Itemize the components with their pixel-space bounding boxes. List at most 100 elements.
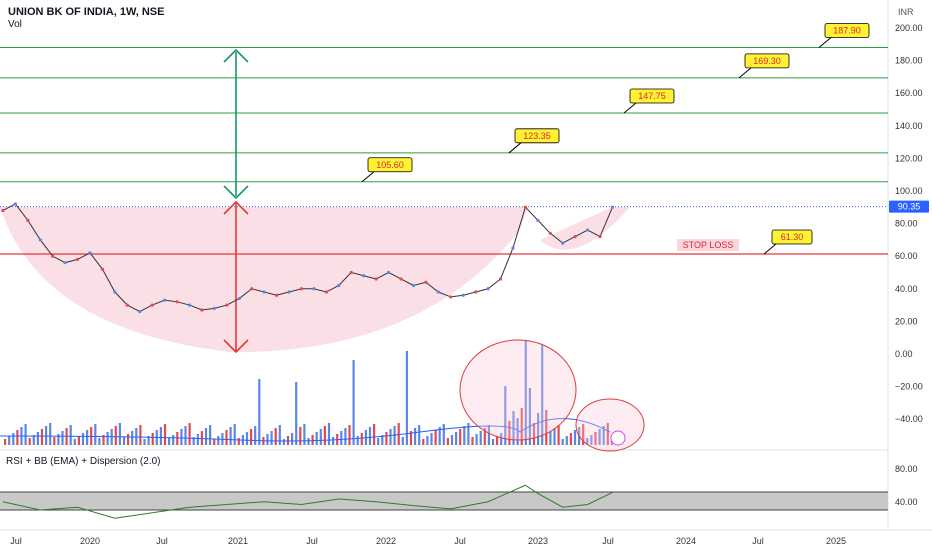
x-axis-tick-label: Jul (602, 536, 614, 546)
volume-bar (368, 427, 372, 445)
volume-bar (24, 424, 27, 445)
volume-bar (258, 379, 261, 445)
volume-bar (36, 432, 39, 445)
volume-bar (315, 432, 318, 445)
volume-bar (426, 436, 429, 445)
volume-bar (127, 434, 130, 445)
volume-ma-line (0, 418, 611, 442)
y-axis-tick-label: 40.00 (895, 284, 918, 294)
price-point (461, 293, 465, 297)
volume-bar (77, 436, 80, 445)
price-point (561, 241, 565, 245)
price-point (399, 277, 403, 281)
rsi-indicator-title[interactable]: RSI + BB (EMA) + Dispersion (2.0) (6, 456, 161, 467)
measure-arrowheads-green (223, 48, 249, 200)
current-price-badge (889, 200, 929, 213)
price-point (150, 303, 154, 307)
x-axis-tick-label: 2020 (80, 536, 100, 546)
price-point (26, 218, 30, 222)
price-point (1, 208, 5, 213)
price-point (299, 287, 304, 291)
volume-bar (381, 435, 384, 445)
volume-bar (102, 435, 105, 445)
volume-bar (217, 436, 220, 445)
volume-bar (471, 437, 474, 445)
volume-bar (344, 428, 347, 445)
volume-bar (524, 340, 527, 445)
volume-bar (168, 438, 171, 445)
volume-bar (549, 431, 552, 445)
volume-bar (537, 413, 540, 445)
volume-bar (57, 434, 60, 445)
volume-bar (504, 386, 507, 445)
volume-bar (28, 438, 31, 445)
volume-bar (233, 424, 236, 445)
price-point (324, 290, 328, 294)
volume-bar (323, 426, 326, 445)
volume-bar (106, 432, 109, 445)
price-point (312, 287, 316, 291)
handle-pattern-fill (540, 207, 630, 250)
volume-bar (545, 410, 548, 445)
price-point (187, 303, 192, 307)
flash-icon (610, 430, 626, 446)
price-point (225, 303, 229, 307)
price-point (536, 218, 540, 222)
volume-bar (573, 430, 577, 445)
volume-bar (467, 423, 470, 445)
volume-bar (541, 345, 544, 445)
price-line (2, 203, 613, 313)
price-point (573, 234, 577, 239)
target-callout-box (514, 128, 560, 144)
y-axis-tick-label: 60.00 (895, 251, 918, 261)
price-point (38, 238, 42, 242)
volume-bar (356, 436, 359, 445)
price-point (13, 202, 17, 206)
x-axis-tick-label: Jul (156, 536, 168, 546)
volume-bar (401, 437, 404, 445)
x-axis-tick-label: 2024 (676, 536, 696, 546)
volume-label: Vol (8, 19, 22, 30)
x-axis-tick-label: 2025 (826, 536, 846, 546)
y-axis-tick-label: 120.00 (895, 153, 923, 163)
volume-bar (565, 436, 568, 445)
price-point (250, 287, 254, 291)
y-axis-tick-label: 160.00 (895, 88, 923, 98)
price-point (75, 257, 80, 262)
volume-bar (311, 435, 314, 445)
volume-bar (422, 439, 425, 445)
price-point (138, 309, 142, 314)
volume-bar (516, 418, 519, 445)
volume-bar (291, 433, 294, 445)
volume-bar (463, 426, 466, 445)
volume-bar (131, 431, 134, 445)
volume-bar (151, 433, 154, 445)
volume-bar (49, 423, 52, 445)
volume-bar (582, 424, 585, 445)
volume-bar (373, 424, 376, 445)
price-point (436, 290, 440, 294)
volume-bar (586, 438, 589, 445)
volume-bar (532, 423, 536, 445)
price-point (262, 290, 266, 294)
volume-bar (340, 431, 343, 445)
callout-pointer (623, 102, 637, 114)
volume-bar (409, 431, 413, 445)
volume-bar (446, 438, 449, 445)
stop-callout-label: 61.30 (781, 232, 804, 242)
price-point (511, 246, 515, 250)
target-callout-box (367, 157, 413, 173)
volume-bar (385, 432, 388, 445)
price-point (200, 308, 204, 312)
price-point (349, 270, 353, 275)
volume-bar (32, 435, 35, 445)
volume-bar (176, 432, 179, 445)
volume-bar (295, 382, 298, 445)
y-axis-tick-label: 140.00 (895, 121, 923, 131)
target-callout-label: 123.35 (523, 131, 551, 141)
volume-highlight-circle (459, 339, 577, 441)
rsi-band (0, 492, 888, 510)
volume-bar (455, 432, 458, 445)
volume-bar (442, 424, 445, 445)
